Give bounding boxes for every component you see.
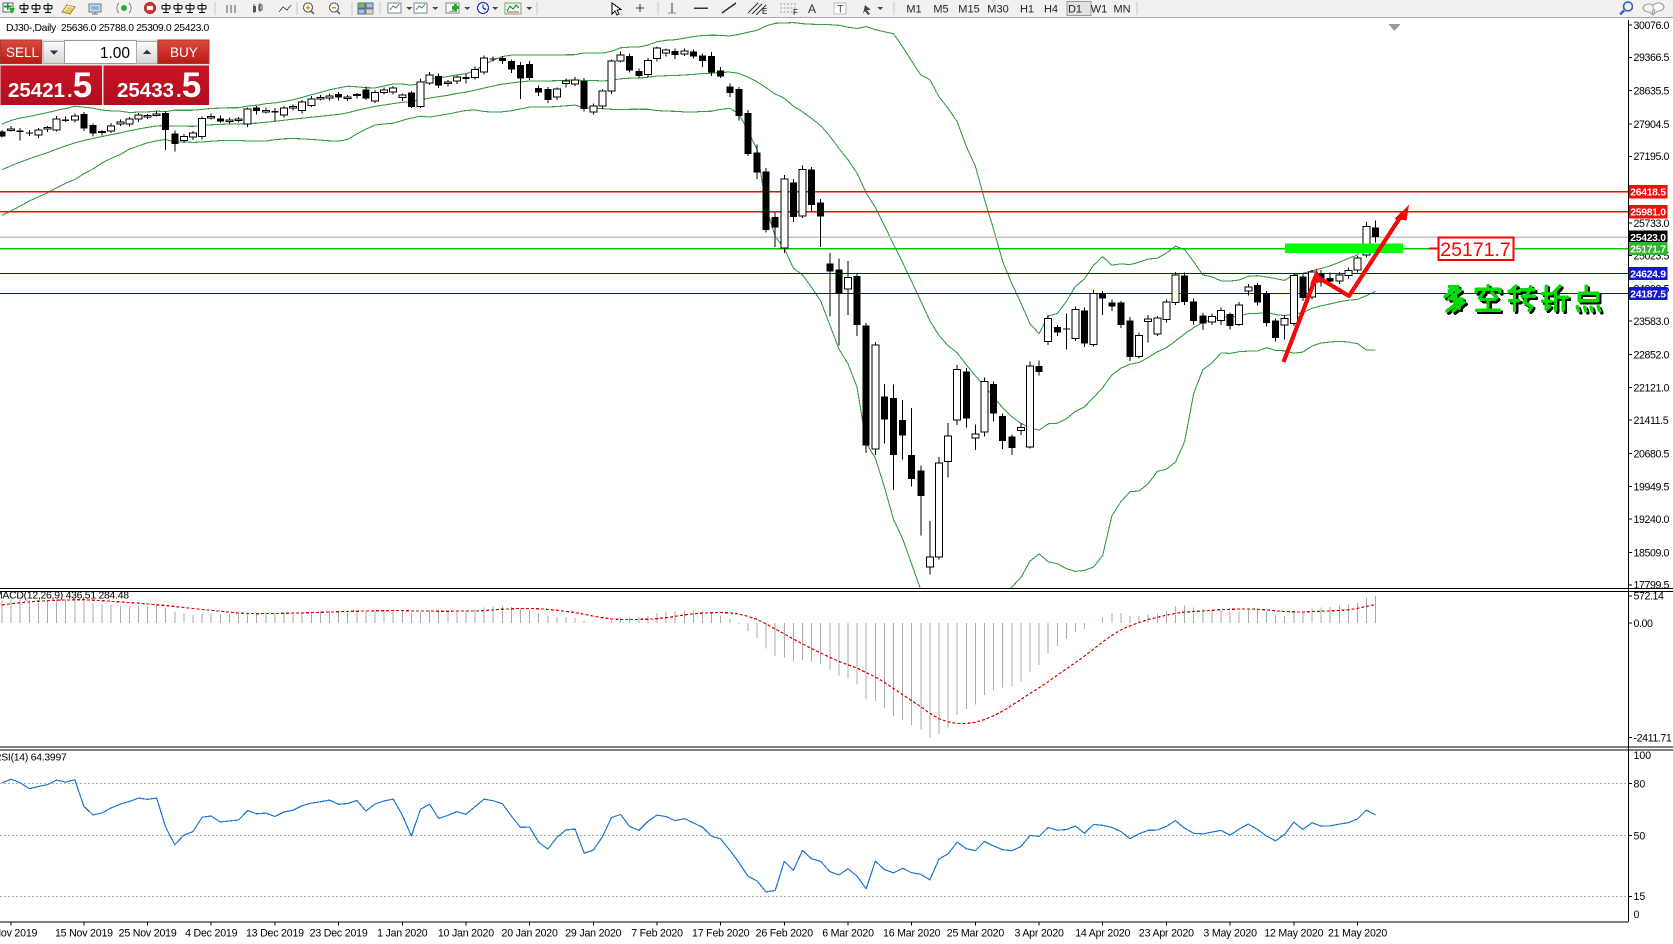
svg-text:16 Mar 2020: 16 Mar 2020 [883,928,941,940]
svg-text:29366.5: 29366.5 [1634,52,1670,64]
svg-text:572.14: 572.14 [1634,591,1665,603]
svg-text:25171.7: 25171.7 [1630,245,1666,256]
svg-text:28635.5: 28635.5 [1634,86,1670,98]
svg-text:15: 15 [1634,891,1646,903]
svg-text:3 May 2020: 3 May 2020 [1203,928,1257,940]
svg-text:RSI(14) 64.3997: RSI(14) 64.3997 [0,753,67,764]
svg-text:50: 50 [1634,831,1646,843]
svg-text:27195.0: 27195.0 [1634,151,1670,163]
svg-text:M30: M30 [987,4,1008,16]
svg-text:15 Nov 2019: 15 Nov 2019 [55,928,113,940]
svg-text:0: 0 [1634,909,1640,921]
svg-text:4 Dec 2019: 4 Dec 2019 [185,928,237,940]
svg-text:19949.5: 19949.5 [1634,482,1670,494]
svg-text:20680.5: 20680.5 [1634,448,1670,460]
svg-text:80: 80 [1634,778,1646,790]
svg-text:H1: H1 [1020,4,1034,16]
svg-text:25433.5: 25433.5 [117,66,201,105]
svg-text:26 Feb 2020: 26 Feb 2020 [756,928,814,940]
svg-text:12 May 2020: 12 May 2020 [1264,928,1323,940]
svg-text:M1: M1 [906,4,921,16]
svg-text:21411.5: 21411.5 [1634,415,1669,427]
svg-text:25 Nov 2019: 25 Nov 2019 [119,928,177,940]
svg-text:25171.7: 25171.7 [1440,239,1511,261]
svg-text:20 Jan 2020: 20 Jan 2020 [502,928,558,940]
svg-text:1 Jan 2020: 1 Jan 2020 [377,928,428,940]
svg-text:6 Mar 2020: 6 Mar 2020 [822,928,874,940]
svg-text:24624.9: 24624.9 [1630,269,1666,280]
svg-text:A: A [808,2,816,16]
svg-text:0.00: 0.00 [1634,618,1654,630]
svg-text:25 Mar 2020: 25 Mar 2020 [947,928,1005,940]
svg-text:21 May 2020: 21 May 2020 [1328,928,1387,940]
svg-text:MACD(12,26,9) 436.51 284.48: MACD(12,26,9) 436.51 284.48 [0,591,129,602]
svg-text:5 Nov 2019: 5 Nov 2019 [0,928,37,940]
svg-text:3 Apr 2020: 3 Apr 2020 [1014,928,1064,940]
svg-text:1.00: 1.00 [100,45,131,62]
svg-text:MN: MN [1113,4,1130,16]
svg-text:23 Dec 2019: 23 Dec 2019 [310,928,368,940]
svg-text:25981.0: 25981.0 [1630,208,1666,219]
svg-text:23 Apr 2020: 23 Apr 2020 [1139,928,1194,940]
svg-text:H4: H4 [1044,4,1058,16]
svg-text:T: T [837,4,844,16]
svg-text:25421.5: 25421.5 [8,66,92,105]
svg-text:SELL: SELL [6,45,40,60]
svg-text:E: E [762,7,767,16]
svg-text:24187.5: 24187.5 [1630,289,1666,300]
svg-text:17 Feb 2020: 17 Feb 2020 [692,928,750,940]
svg-text:7 Feb 2020: 7 Feb 2020 [631,928,683,940]
svg-text:M5: M5 [933,4,948,16]
svg-text:30076.0: 30076.0 [1634,20,1670,32]
svg-text:DJ30-,Daily 25636.0 25788.0 2: DJ30-,Daily 25636.0 25788.0 25309.0 2542… [6,23,210,34]
svg-text:25733.0: 25733.0 [1634,218,1670,230]
svg-text:26418.5: 26418.5 [1630,188,1666,199]
svg-text:29 Jan 2020: 29 Jan 2020 [565,928,621,940]
svg-text:17799.5: 17799.5 [1634,580,1670,592]
svg-text:23583.0: 23583.0 [1634,316,1670,328]
svg-text:-2411.71: -2411.71 [1634,733,1672,745]
svg-text:19240.0: 19240.0 [1634,514,1670,526]
svg-text:W1: W1 [1091,4,1108,16]
svg-text:22852.0: 22852.0 [1634,349,1670,361]
svg-text:D1: D1 [1068,4,1082,16]
svg-text:F: F [793,8,798,17]
svg-text:13 Dec 2019: 13 Dec 2019 [246,928,304,940]
svg-text:M15: M15 [958,4,979,16]
svg-text:18509.0: 18509.0 [1634,547,1670,559]
svg-text:14 Apr 2020: 14 Apr 2020 [1075,928,1130,940]
svg-text:100: 100 [1634,750,1652,762]
svg-text:10 Jan 2020: 10 Jan 2020 [438,928,494,940]
svg-text:25423.0: 25423.0 [1630,233,1666,244]
svg-text:BUY: BUY [170,45,198,60]
svg-text:22121.0: 22121.0 [1634,383,1670,395]
svg-text:27904.5: 27904.5 [1634,119,1670,131]
